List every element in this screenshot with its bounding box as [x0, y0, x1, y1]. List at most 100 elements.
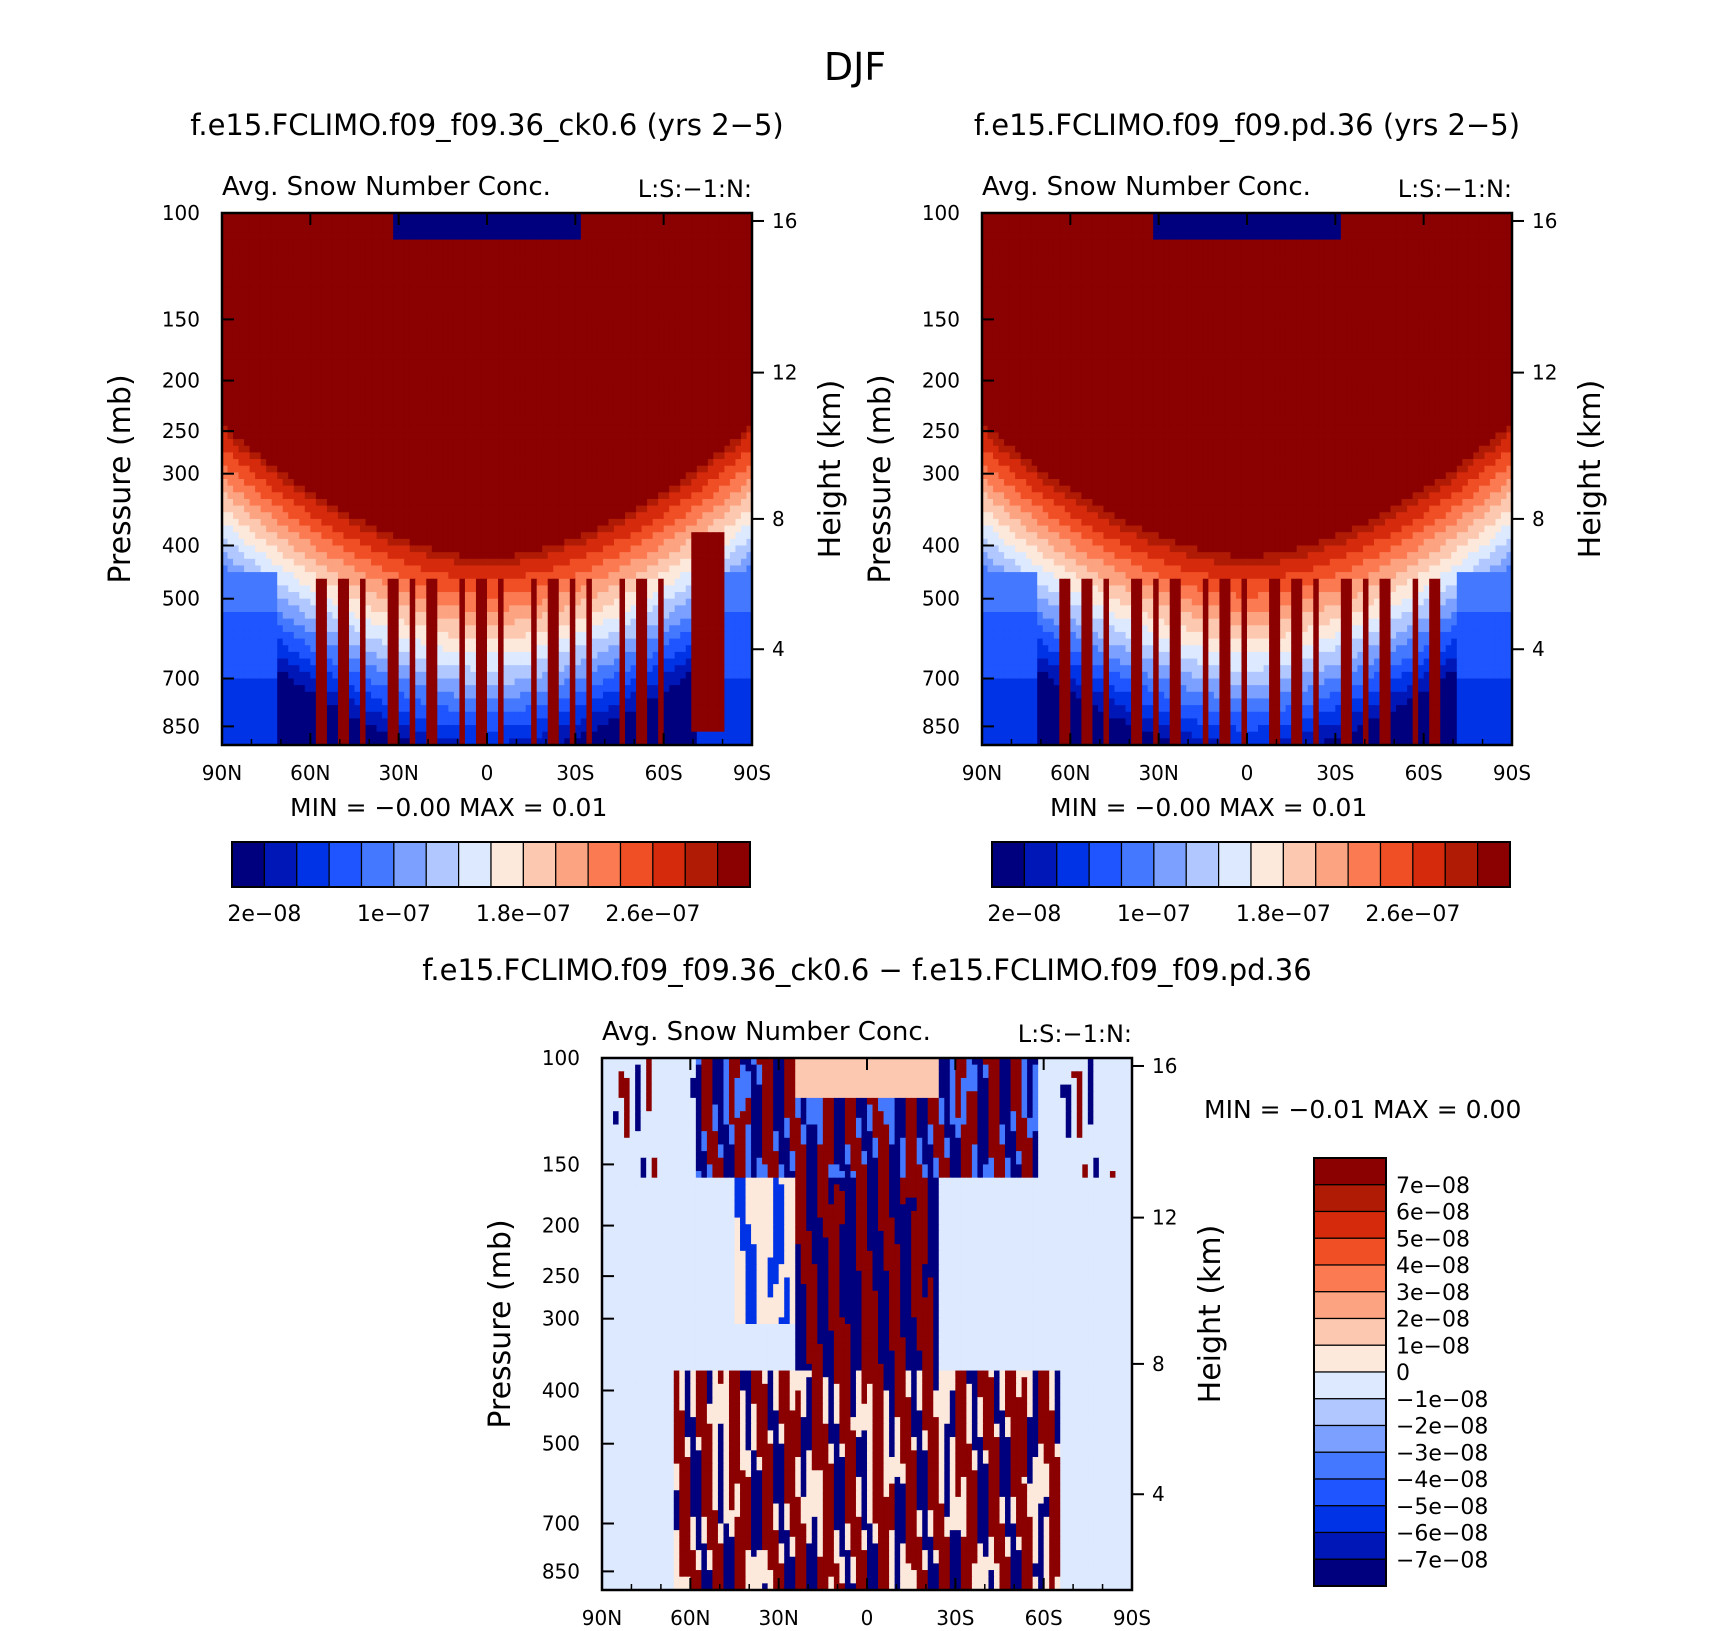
heatmap-cell	[514, 379, 521, 387]
heatmap-cell	[404, 339, 411, 347]
heatmap-cell	[448, 246, 455, 254]
heatmap-cell	[304, 292, 311, 301]
heatmap-cell	[420, 226, 427, 234]
heatmap-cell	[591, 525, 599, 533]
heatmap-cell	[498, 445, 505, 453]
heatmap-cell	[613, 505, 621, 513]
heatmap-cell	[702, 266, 709, 274]
heatmap-cell	[371, 425, 378, 434]
heatmap-cell	[371, 272, 378, 281]
heatmap-cell	[222, 292, 229, 301]
heatmap-cell	[685, 452, 692, 460]
heatmap-cell	[531, 465, 538, 473]
heatmap-cell	[332, 332, 339, 340]
heatmap-cell	[271, 452, 278, 460]
heatmap-cell	[255, 498, 262, 507]
heatmap-cell	[520, 339, 527, 347]
heatmap-cell	[337, 365, 345, 374]
heatmap-cell	[652, 392, 659, 400]
heatmap-cell	[371, 432, 378, 440]
heatmap-cell	[564, 272, 571, 281]
heatmap-cell	[277, 286, 284, 294]
heatmap-cell	[531, 425, 538, 434]
heatmap-cell	[531, 505, 538, 513]
heatmap-cell	[558, 472, 565, 480]
heatmap-cell	[310, 445, 317, 453]
heatmap-cell	[503, 379, 510, 387]
heatmap-cell	[415, 445, 422, 453]
heatmap-cell	[277, 372, 284, 380]
heatmap-cell	[332, 439, 339, 447]
heatmap-cell	[498, 459, 505, 467]
heatmap-cell	[487, 226, 494, 234]
heatmap-cell	[337, 372, 345, 380]
heatmap-cell	[459, 392, 466, 400]
heatmap-cell	[244, 538, 251, 547]
heatmap-cell	[608, 445, 615, 453]
heatmap-cell	[669, 332, 676, 340]
heatmap-cell	[509, 445, 516, 453]
heatmap-cell	[315, 419, 322, 427]
heatmap-cell	[249, 299, 256, 307]
heatmap-cell	[360, 346, 367, 354]
heatmap-cell	[647, 299, 654, 307]
heatmap-cell	[591, 319, 599, 327]
heatmap-cell	[558, 452, 565, 460]
heatmap-cell	[448, 332, 455, 340]
heatmap-cell	[707, 392, 714, 400]
heatmap-cell	[227, 332, 234, 340]
heatmap-cell	[740, 239, 748, 247]
heatmap-cell	[680, 518, 687, 527]
heatmap-cell	[597, 432, 604, 440]
heatmap-cell	[691, 266, 698, 274]
heatmap-cell	[625, 226, 632, 234]
heatmap-cell	[536, 346, 543, 354]
heatmap-cell	[277, 339, 284, 347]
heatmap-cell	[238, 459, 245, 467]
heatmap-cell	[702, 538, 709, 547]
heatmap-cell	[238, 479, 245, 487]
heatmap-cell	[475, 485, 483, 493]
heatmap-cell	[498, 365, 505, 374]
heatmap-cell	[619, 552, 626, 560]
heatmap-cell	[393, 498, 400, 507]
heatmap-cell	[691, 459, 698, 467]
heatmap-cell	[729, 213, 737, 221]
heatmap-cell	[382, 266, 389, 274]
heatmap-cell	[696, 359, 703, 367]
heatmap-cell	[238, 399, 245, 407]
heatmap-cell	[310, 525, 317, 533]
heatmap-cell	[431, 379, 438, 387]
heatmap-cell	[277, 419, 284, 427]
heatmap-cell	[343, 518, 350, 527]
heatmap-cell	[382, 272, 389, 281]
heatmap-cell	[569, 319, 576, 327]
heatmap-cell	[343, 339, 350, 347]
heatmap-cell	[222, 399, 229, 407]
heatmap-cell	[520, 299, 527, 307]
heatmap-cell	[608, 239, 615, 247]
heatmap-cell	[514, 425, 521, 434]
heatmap-cell	[608, 419, 615, 427]
heatmap-cell	[602, 246, 610, 254]
heatmap-cell	[255, 259, 262, 267]
heatmap-cell	[277, 432, 284, 440]
heatmap-cell	[393, 279, 400, 287]
heatmap-cell	[348, 498, 356, 507]
heatmap-cell	[553, 399, 560, 407]
heatmap-cell	[222, 465, 229, 473]
heatmap-cell	[580, 552, 587, 560]
heatmap-cell	[393, 246, 400, 254]
heatmap-cell	[354, 525, 361, 533]
heatmap-cell	[729, 452, 737, 460]
heatmap-cell	[398, 272, 405, 281]
heatmap-cell	[503, 352, 510, 360]
heatmap-cell	[293, 485, 300, 493]
heatmap-cell	[415, 425, 422, 434]
heatmap-cell	[746, 292, 753, 301]
heatmap-cell	[337, 312, 345, 320]
heatmap-cell	[475, 312, 483, 320]
heatmap-cell	[724, 286, 731, 294]
heatmap-cell	[481, 332, 488, 340]
heatmap-cell	[282, 452, 289, 460]
